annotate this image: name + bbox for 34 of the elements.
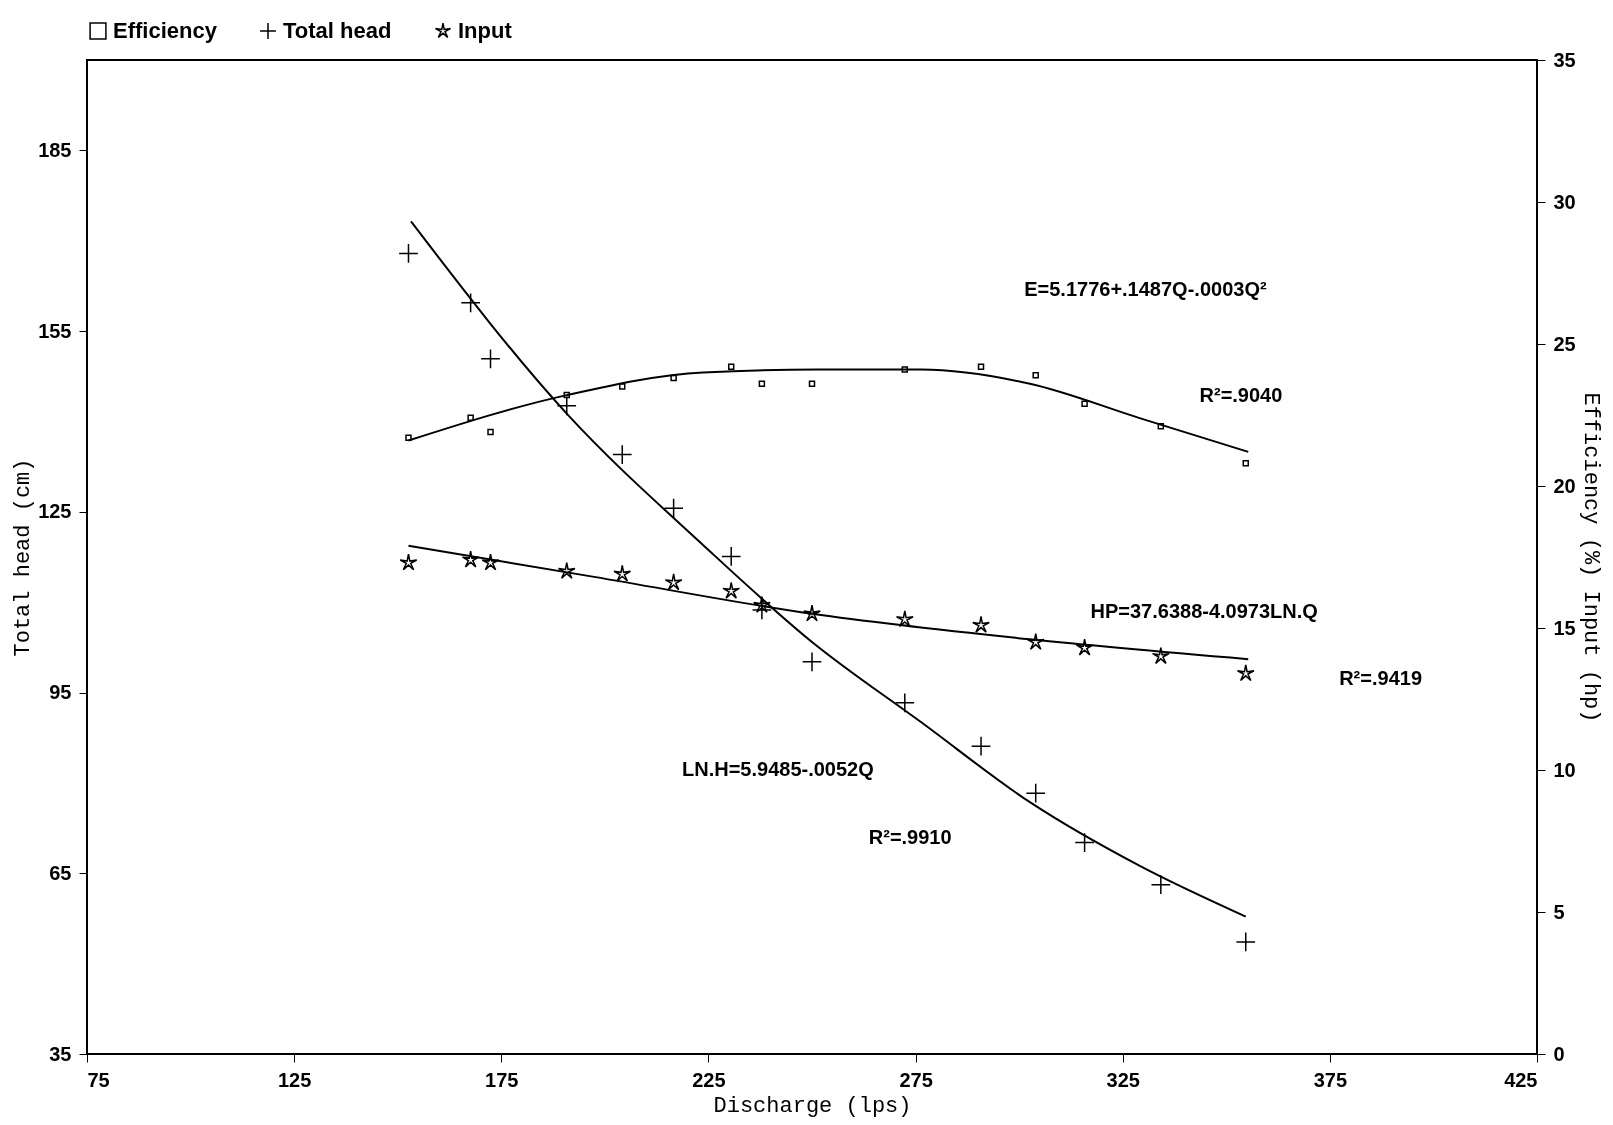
y-tick-label: 35 xyxy=(49,1042,72,1065)
y-axis-title: Total head (cm) xyxy=(11,458,37,657)
x-tick-label: 175 xyxy=(485,1068,519,1091)
annotation: HP=37.6388-4.0973LN.Q xyxy=(1090,600,1318,622)
x-tick-label: 425 xyxy=(1504,1068,1538,1091)
annotation: R²=.9910 xyxy=(868,825,952,848)
legend-label: Total head xyxy=(283,18,392,43)
x-tick-label: 375 xyxy=(1313,1068,1348,1091)
x-tick-label: 225 xyxy=(692,1068,726,1091)
y2-tick-label: 35 xyxy=(1553,48,1576,71)
y2-tick-label: 0 xyxy=(1553,1042,1565,1065)
y-tick-label: 65 xyxy=(49,861,72,884)
y2-tick-label: 20 xyxy=(1553,474,1576,497)
y2-tick-label: 5 xyxy=(1553,900,1565,923)
annotation: LN.H=5.9485-.0052Q xyxy=(682,758,874,781)
legend-label: Efficiency xyxy=(113,18,218,43)
x-tick-label: 275 xyxy=(899,1068,933,1091)
y-tick-label: 155 xyxy=(38,319,72,342)
y-tick-label: 185 xyxy=(38,138,72,161)
x-axis-title: Discharge (lps) xyxy=(713,1093,912,1119)
y2-tick-label: 30 xyxy=(1553,190,1576,213)
y2-tick-label: 15 xyxy=(1553,616,1576,639)
y2-axis-title: Efficiency (%) Input (hp) xyxy=(1577,392,1603,723)
legend-label: Input xyxy=(458,18,513,43)
x-tick-label: 125 xyxy=(277,1068,312,1091)
annotation: R²=.9040 xyxy=(1199,384,1283,406)
annotation: R²=.9419 xyxy=(1339,667,1423,690)
y-tick-label: 95 xyxy=(49,681,72,704)
x-tick-label: 75 xyxy=(87,1068,110,1091)
y-tick-label: 125 xyxy=(38,500,72,523)
x-tick-label: 325 xyxy=(1106,1068,1140,1091)
annotation: E=5.1776+.1487Q-.0003Q² xyxy=(1024,278,1267,301)
y2-tick-label: 10 xyxy=(1553,758,1576,781)
y2-tick-label: 25 xyxy=(1553,332,1576,355)
